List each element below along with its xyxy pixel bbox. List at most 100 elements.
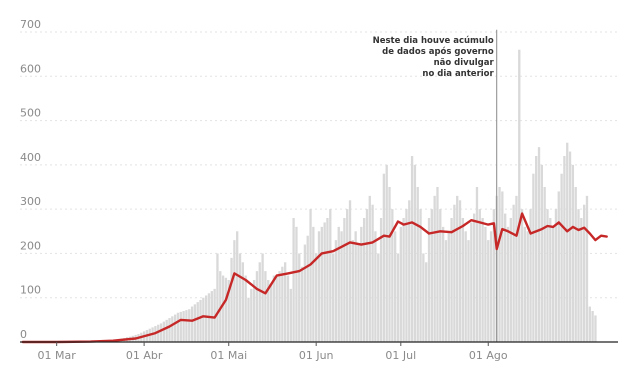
daily-bar: [520, 209, 524, 342]
daily-bar: [408, 200, 411, 342]
daily-bar: [334, 240, 338, 342]
daily-bar: [588, 306, 591, 342]
daily-bar: [416, 187, 419, 342]
daily-bar: [176, 312, 180, 342]
daily-bar: [188, 309, 191, 342]
daily-bar: [331, 253, 335, 342]
daily-bar: [357, 244, 360, 342]
daily-bar: [374, 231, 377, 342]
daily-bar: [343, 218, 346, 342]
daily-bar: [439, 209, 442, 342]
y-tick-label: 500: [20, 107, 41, 120]
daily-bar: [179, 311, 182, 342]
daily-bar: [405, 209, 408, 342]
y-tick-label: 400: [20, 151, 41, 164]
daily-bar: [551, 226, 555, 342]
daily-bar: [182, 311, 185, 342]
daily-bar: [278, 271, 281, 342]
daily-bar: [230, 257, 233, 342]
daily-bar: [337, 226, 340, 342]
x-tick-label: 01 Abr: [126, 349, 163, 362]
y-tick-label: 0: [20, 328, 27, 341]
daily-bar: [574, 187, 577, 342]
daily-bar: [303, 244, 307, 342]
daily-bar: [382, 173, 386, 342]
daily-bar: [365, 209, 369, 342]
daily-bar: [267, 280, 270, 342]
daily-bar: [199, 299, 202, 342]
daily-bar: [484, 226, 487, 342]
daily-bar: [388, 187, 391, 342]
daily-bar: [221, 275, 225, 342]
x-tick-label: 01 Ago: [469, 349, 508, 362]
daily-bar: [173, 314, 177, 342]
daily-bar: [487, 240, 490, 342]
daily-bar: [300, 266, 304, 342]
daily-bar: [475, 187, 479, 342]
daily-bar: [543, 187, 546, 342]
annotation-text: de dados após governo: [382, 46, 494, 57]
x-tick-label: 01 Mar: [38, 349, 77, 362]
daily-bar: [512, 204, 515, 342]
daily-bar: [377, 253, 380, 342]
daily-bar: [281, 266, 284, 342]
daily-bar: [563, 156, 566, 342]
x-tick-label: 01 Mai: [210, 349, 247, 362]
y-tick-label: 700: [20, 18, 41, 31]
y-tick-label: 600: [20, 62, 41, 75]
daily-bar: [450, 218, 453, 342]
daily-bar: [580, 218, 583, 342]
daily-bar: [216, 253, 219, 342]
daily-bar: [504, 213, 507, 342]
daily-bar: [549, 218, 552, 342]
x-tick-label: 01 Jul: [385, 349, 416, 362]
daily-bar: [250, 288, 253, 342]
daily-bar: [560, 173, 563, 342]
daily-bar: [501, 191, 504, 342]
daily-bar: [577, 209, 580, 342]
daily-bar: [264, 271, 267, 342]
daily-bar: [171, 316, 174, 342]
daily-bar: [441, 226, 445, 342]
daily-bar: [329, 209, 332, 342]
daily-bar: [348, 200, 352, 342]
daily-bar: [523, 226, 527, 342]
annotation-text: no dia anterior: [422, 69, 494, 79]
daily-bars: [83, 49, 597, 342]
daily-bar: [190, 306, 194, 342]
daily-bar: [241, 262, 244, 342]
daily-bar: [540, 164, 543, 342]
daily-bar: [546, 209, 549, 342]
daily-bar: [515, 195, 518, 342]
daily-bar: [464, 231, 467, 342]
daily-bar: [269, 284, 273, 342]
daily-bar: [509, 218, 512, 342]
y-tick-label: 300: [20, 195, 41, 208]
daily-bar: [394, 231, 397, 342]
daily-bar: [425, 262, 428, 342]
daily-bar: [453, 204, 456, 342]
daily-bar: [165, 319, 168, 342]
daily-bar: [582, 204, 586, 342]
daily-bar: [362, 218, 366, 342]
daily-bar: [399, 226, 402, 342]
daily-bar: [498, 187, 501, 342]
daily-bar: [298, 253, 301, 342]
daily-bar: [396, 253, 400, 342]
daily-bar: [568, 151, 572, 342]
daily-bar: [326, 218, 329, 342]
daily-bar: [413, 164, 417, 342]
daily-bar: [557, 191, 560, 342]
daily-bar: [458, 200, 462, 342]
daily-bar: [306, 235, 309, 342]
daily-bar: [157, 324, 160, 342]
daily-bar: [205, 295, 208, 342]
daily-bar: [379, 218, 383, 342]
daily-bar: [472, 213, 476, 342]
annotation-text: Neste dia houve acúmulo: [373, 36, 494, 46]
daily-bar: [317, 231, 321, 342]
daily-bar: [537, 147, 541, 342]
daily-bar: [470, 222, 473, 342]
